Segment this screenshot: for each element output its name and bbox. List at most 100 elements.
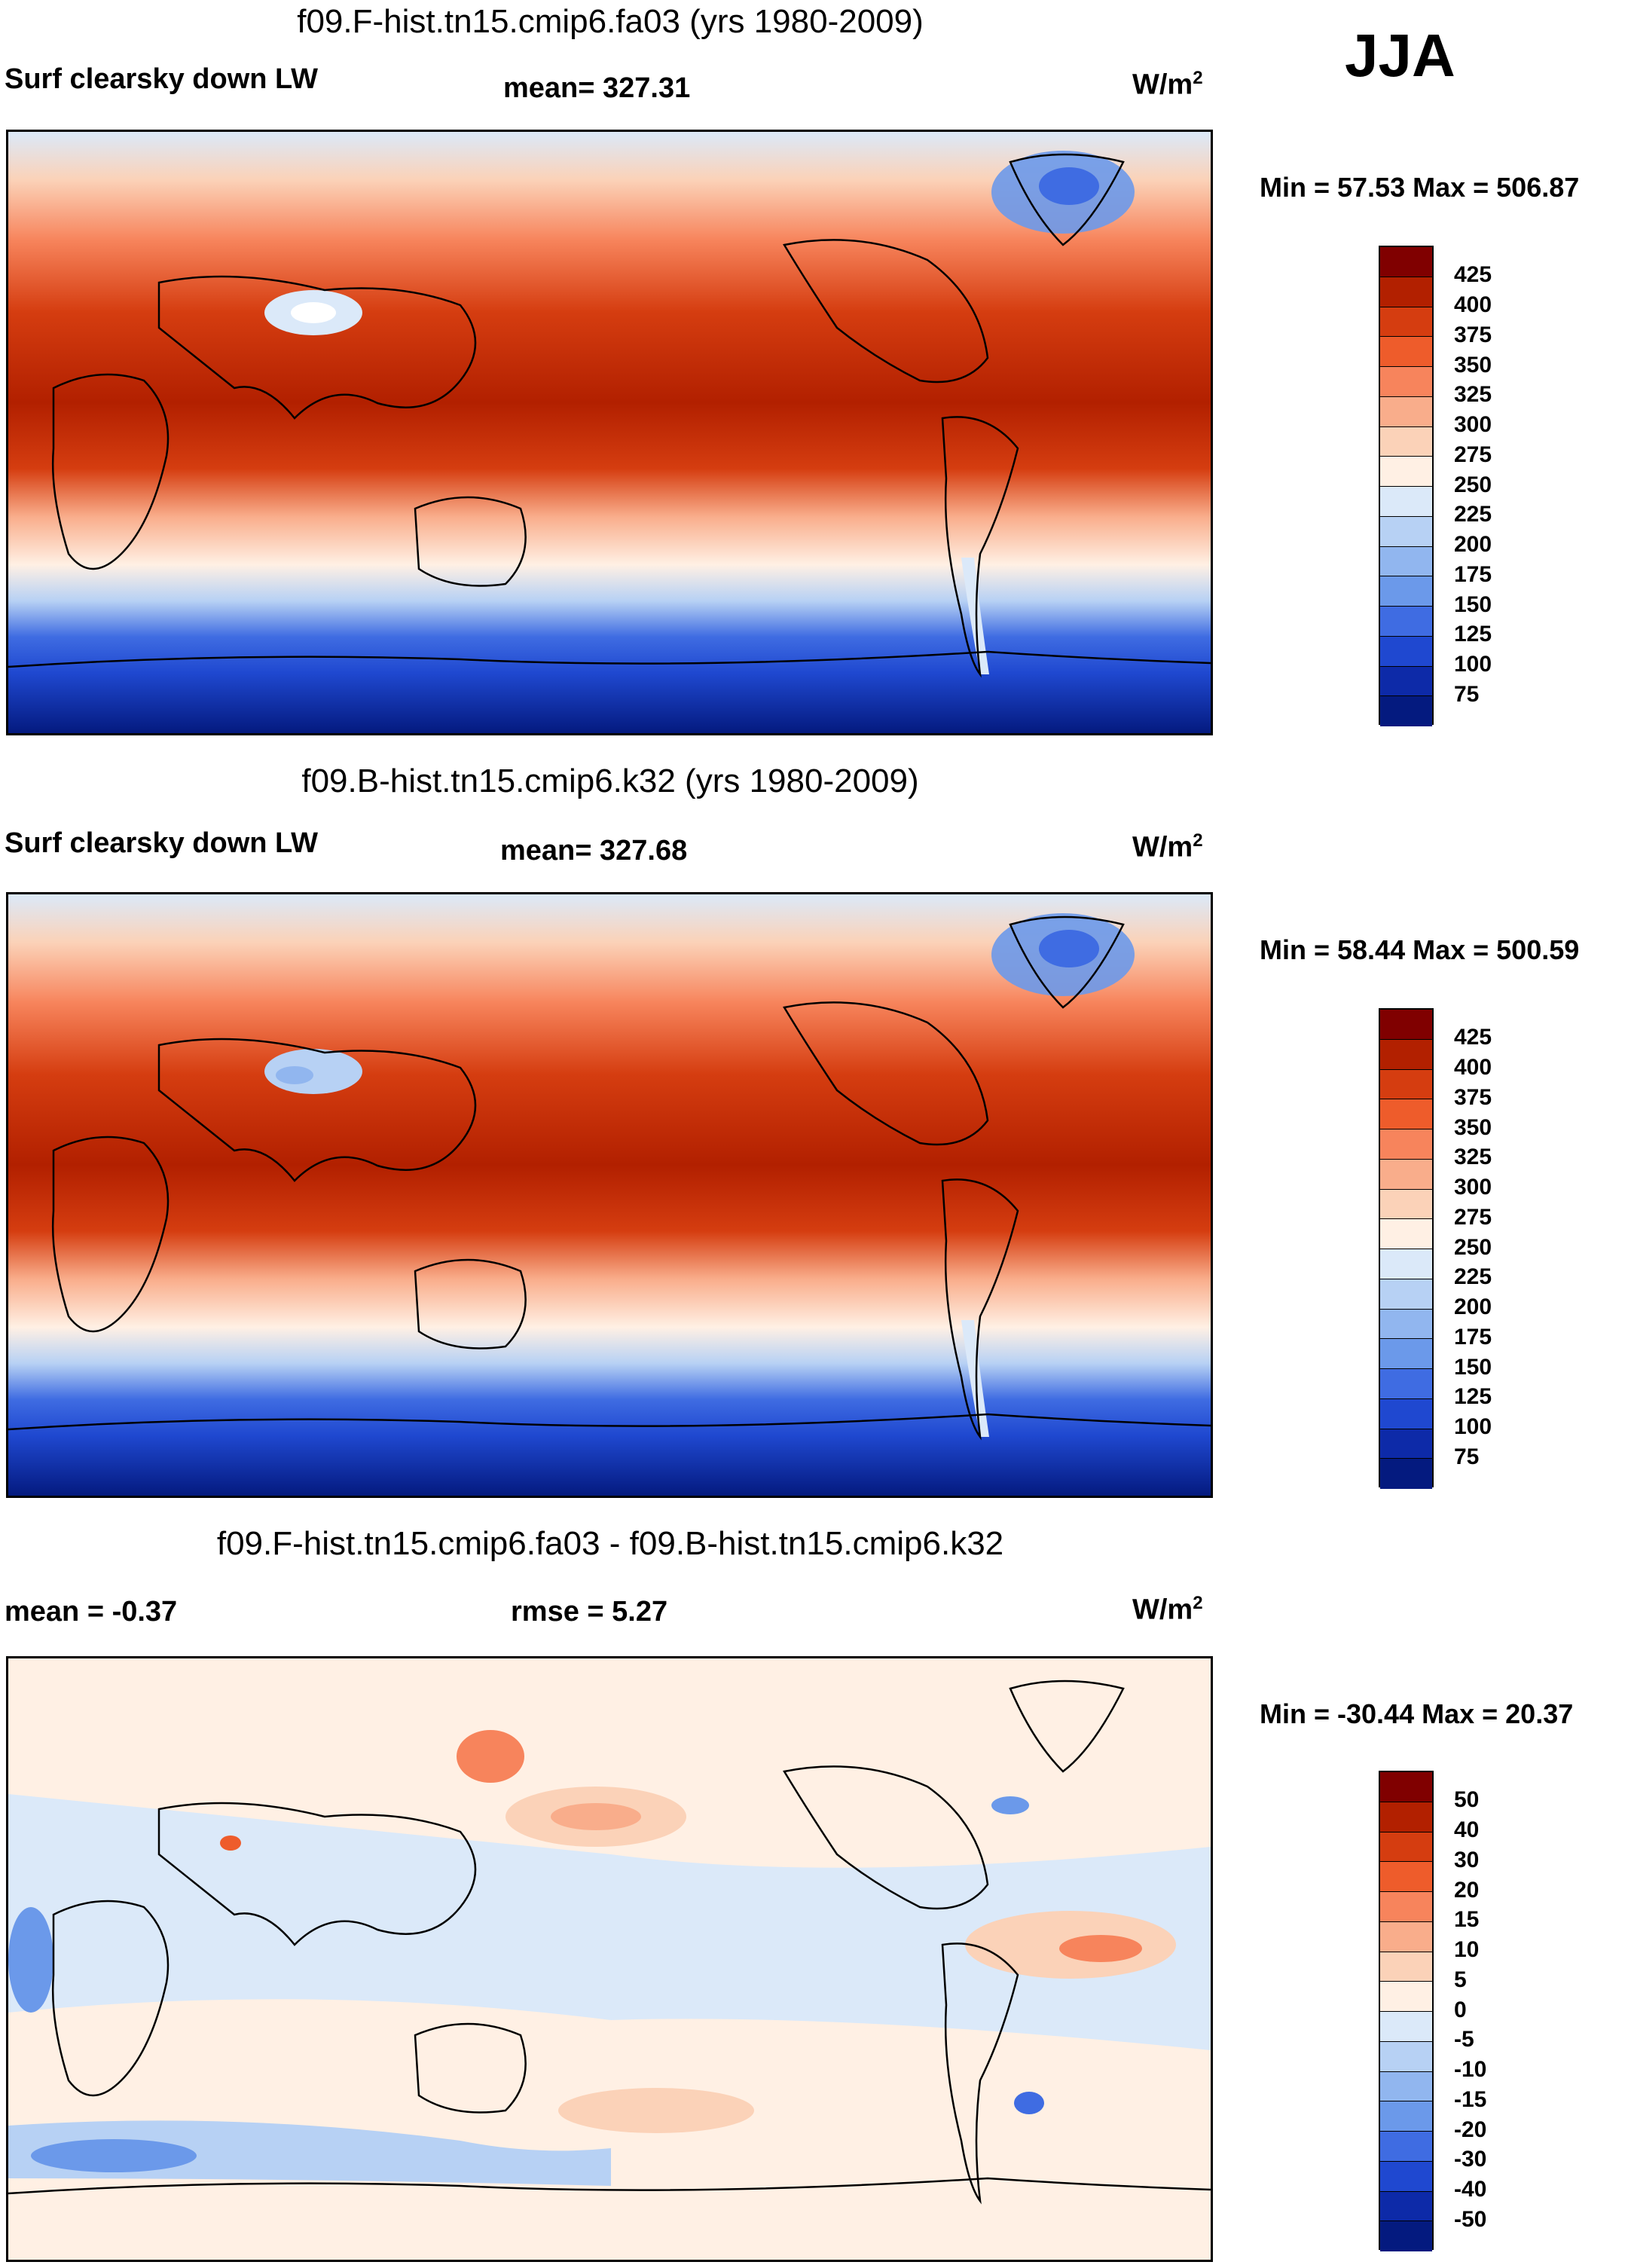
panel-3-minmax: Min = -30.44 Max = 20.37	[1260, 1698, 1574, 1729]
colorbar-tick: 400	[1454, 292, 1492, 317]
panel-3-contour-field	[8, 1658, 1211, 2260]
colorbar-tick: 300	[1454, 412, 1492, 437]
panel-3-map	[6, 1656, 1213, 2262]
panel-3-title: f09.F-hist.tn15.cmip6.fa03 - f09.B-hist.…	[216, 1525, 1004, 1562]
colorbar-tick: 425	[1454, 1025, 1492, 1050]
colorbar-swatch	[1380, 1039, 1432, 1070]
colorbar-swatch	[1380, 1772, 1432, 1802]
panel-1-colorbar	[1379, 246, 1434, 726]
panel-2-contour-field	[8, 894, 1211, 1496]
colorbar-tick: 200	[1454, 1294, 1492, 1319]
panel-2-colorbar	[1379, 1008, 1434, 1489]
colorbar-swatch	[1380, 367, 1432, 397]
panel-1-variable: Surf clearsky down LW	[5, 63, 318, 95]
colorbar-tick: -50	[1454, 2207, 1487, 2232]
panel-3-units: W/m2	[1132, 1593, 1203, 1626]
colorbar-tick: 10	[1454, 1937, 1480, 1962]
colorbar-tick: 275	[1454, 442, 1492, 467]
panel-2-mean: mean= 327.68	[500, 835, 688, 867]
colorbar-tick: 350	[1454, 353, 1492, 377]
colorbar-tick: 0	[1454, 1997, 1467, 2022]
colorbar-swatch	[1380, 1249, 1432, 1279]
colorbar-swatch	[1380, 1189, 1432, 1220]
colorbar-tick: 75	[1454, 682, 1480, 707]
colorbar-tick: 100	[1454, 652, 1492, 677]
colorbar-swatch	[1380, 1219, 1432, 1249]
colorbar-swatch	[1380, 1099, 1432, 1129]
colorbar-tick: 300	[1454, 1175, 1492, 1200]
colorbar-swatch	[1380, 1862, 1432, 1892]
colorbar-swatch	[1380, 2012, 1432, 2042]
colorbar-swatch	[1380, 1339, 1432, 1369]
colorbar-tick: -30	[1454, 2147, 1487, 2172]
panel-1-units: W/m2	[1132, 68, 1203, 101]
colorbar-swatch	[1380, 546, 1432, 577]
colorbar-tick: 375	[1454, 1085, 1492, 1110]
colorbar-swatch	[1380, 1369, 1432, 1399]
colorbar-tick: 75	[1454, 1444, 1480, 1469]
colorbar-swatch	[1380, 696, 1432, 726]
colorbar-tick: 150	[1454, 592, 1492, 617]
season-label: JJA	[1345, 22, 1455, 89]
colorbar-swatch	[1380, 1129, 1432, 1160]
colorbar-swatch	[1380, 1010, 1432, 1040]
colorbar-swatch	[1380, 2161, 1432, 2192]
colorbar-tick: 175	[1454, 1325, 1492, 1349]
colorbar-swatch	[1380, 576, 1432, 607]
panel-2-minmax: Min = 58.44 Max = 500.59	[1260, 934, 1580, 965]
colorbar-tick: 100	[1454, 1414, 1492, 1439]
panel-3-mean: mean = -0.37	[5, 1596, 178, 1628]
colorbar-swatch	[1380, 1429, 1432, 1460]
colorbar-swatch	[1380, 636, 1432, 667]
colorbar-swatch	[1380, 1832, 1432, 1863]
colorbar-tick: -40	[1454, 2177, 1487, 2202]
colorbar-tick: -20	[1454, 2117, 1487, 2142]
colorbar-swatch	[1380, 426, 1432, 457]
colorbar-tick: 225	[1454, 502, 1492, 527]
colorbar-swatch	[1380, 2191, 1432, 2222]
colorbar-tick: 200	[1454, 532, 1492, 557]
colorbar-tick: 250	[1454, 472, 1492, 497]
colorbar-swatch	[1380, 2101, 1432, 2132]
panel-1-contour-field	[8, 132, 1211, 733]
colorbar-swatch	[1380, 1398, 1432, 1429]
colorbar-tick: 15	[1454, 1907, 1480, 1932]
panel-1-map	[6, 130, 1213, 735]
colorbar-swatch	[1380, 516, 1432, 547]
colorbar-swatch	[1380, 2221, 1432, 2251]
colorbar-swatch	[1380, 247, 1432, 277]
colorbar-swatch	[1380, 666, 1432, 697]
colorbar-tick: 400	[1454, 1055, 1492, 1080]
colorbar-swatch	[1380, 1279, 1432, 1310]
colorbar-tick: 275	[1454, 1205, 1492, 1230]
colorbar-tick: 325	[1454, 382, 1492, 407]
colorbar-swatch	[1380, 1459, 1432, 1489]
colorbar-tick: 375	[1454, 322, 1492, 347]
panel-2-units: W/m2	[1132, 830, 1203, 863]
colorbar-tick: 225	[1454, 1264, 1492, 1289]
colorbar-tick: 30	[1454, 1848, 1480, 1872]
panel-3-rmse: rmse = 5.27	[511, 1596, 668, 1628]
panel-2-variable: Surf clearsky down LW	[5, 827, 318, 859]
colorbar-tick: 350	[1454, 1115, 1492, 1140]
colorbar-swatch	[1380, 307, 1432, 338]
colorbar-tick: 325	[1454, 1145, 1492, 1169]
colorbar-tick: 150	[1454, 1355, 1492, 1380]
colorbar-tick: -15	[1454, 2087, 1487, 2112]
colorbar-tick: 125	[1454, 622, 1492, 646]
colorbar-tick: 5	[1454, 1967, 1467, 1992]
colorbar-swatch	[1380, 1309, 1432, 1340]
colorbar-swatch	[1380, 396, 1432, 427]
colorbar-swatch	[1380, 1802, 1432, 1832]
colorbar-tick: 425	[1454, 262, 1492, 287]
colorbar-tick: 175	[1454, 562, 1492, 587]
colorbar-swatch	[1380, 1982, 1432, 2012]
panel-2-map	[6, 892, 1213, 1498]
panel-2-title: f09.B-hist.tn15.cmip6.k32 (yrs 1980-2009…	[301, 763, 919, 799]
colorbar-swatch	[1380, 337, 1432, 367]
colorbar-swatch	[1380, 457, 1432, 487]
colorbar-tick: 250	[1454, 1235, 1492, 1260]
colorbar-swatch	[1380, 1069, 1432, 1100]
colorbar-swatch	[1380, 2132, 1432, 2162]
colorbar-swatch	[1380, 277, 1432, 307]
